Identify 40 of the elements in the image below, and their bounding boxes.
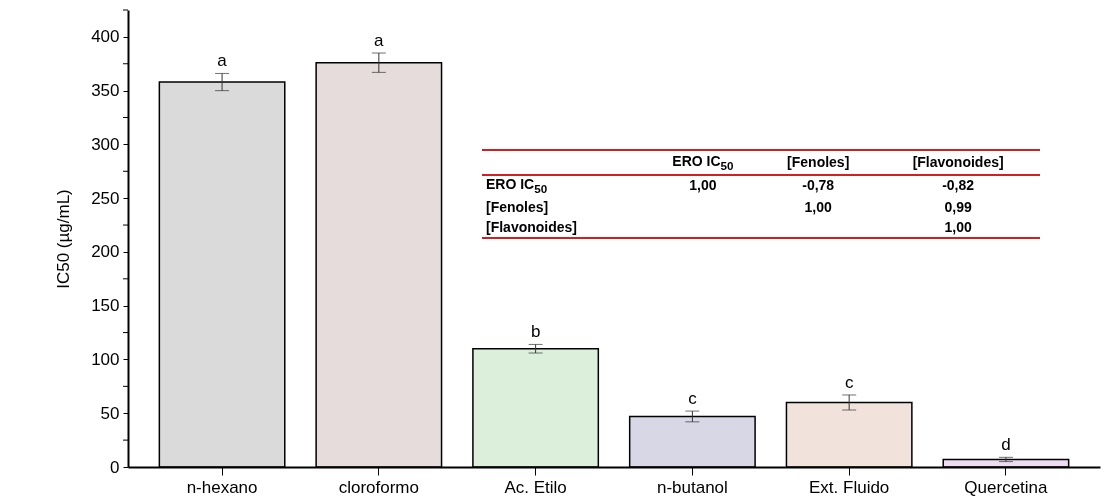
annotation: [Flavonoides] [485,217,578,237]
annotation: c [688,389,698,409]
x-tick-label: Quercetina [964,477,1049,497]
y-tick-label: 350 [91,81,120,101]
bar [315,61,443,468]
y-tick-label: 100 [91,349,120,369]
bar [942,458,1070,468]
annotation: 0,99 [943,197,973,217]
annotation: 1,00 [943,217,973,237]
x-tick-label: Ac. Etilo [504,477,567,497]
y-tick-label: 150 [91,296,120,316]
y-tick-label: 50 [100,403,120,423]
y-tick-label: 250 [91,188,120,208]
y-tick-label: 400 [91,27,120,47]
bar [628,415,756,468]
x-tick-label: n-hexano [186,477,258,497]
bar [785,401,913,468]
annotation: -0,82 [941,176,976,196]
y-tick-label: 300 [91,134,120,154]
annotation: ERO IC$_{50}$ [485,174,549,197]
annotation: -0,78 [801,176,836,196]
y-tick-label: 0 [110,457,120,477]
bar [158,81,286,468]
annotation: d [1001,435,1011,455]
annotation: ERO IC$_{50}$ [671,152,735,174]
annotation: [Flavonoides] [911,153,1005,173]
bar [472,347,600,468]
y-axis-title: IC50 (µg/mL) [54,189,74,289]
annotation: a [217,51,228,71]
y-tick-label: 200 [91,242,120,262]
annotation: b [530,322,541,342]
annotation: 1,00 [688,176,718,196]
annotation: [Fenoles] [485,197,550,217]
annotation: a [374,31,385,51]
x-tick-label: n-butanol [656,477,728,497]
annotation: c [844,372,854,392]
x-tick-label: Ext. Fluido [809,477,890,497]
annotation: [Fenoles] [786,153,851,173]
x-tick-label: cloroformo [338,477,419,497]
annotation: 1,00 [803,197,833,217]
